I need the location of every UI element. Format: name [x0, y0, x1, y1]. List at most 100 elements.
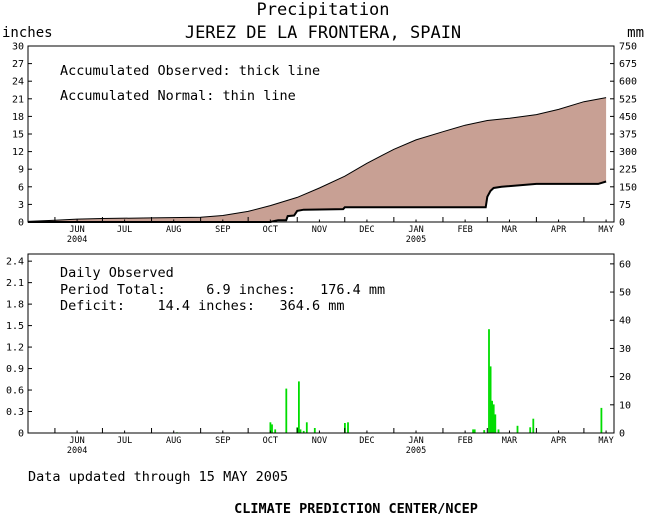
y-tick-label-left: 15: [12, 130, 24, 141]
x-month-label: NOV: [312, 225, 327, 235]
daily-bar: [494, 414, 497, 433]
daily-bar: [302, 430, 305, 433]
x-month-label: OCT: [263, 436, 278, 446]
x-month-label: SEP: [215, 436, 230, 446]
y-tick-label-right: 40: [619, 316, 631, 327]
daily-panel-frame: [27, 253, 615, 434]
daily-bar: [483, 430, 486, 433]
credit-line: CLIMATE PREDICTION CENTER/NCEP: [234, 501, 478, 517]
legend-normal: Accumulated Normal: thin line: [60, 88, 296, 104]
daily-observed-label: Daily Observed: [60, 265, 174, 281]
x-month-label: AUG: [166, 436, 181, 446]
x-year-label: 2004: [67, 446, 87, 456]
right-unit-label: mm: [627, 25, 644, 41]
x-month-label: MAR: [502, 436, 518, 446]
y-tick-label-left: 18: [12, 112, 24, 123]
daily-bar: [497, 429, 500, 433]
x-month-label: AUG: [166, 225, 181, 235]
y-tick-label-left: 0.3: [6, 407, 24, 418]
x-month-label: JUN: [69, 436, 84, 446]
y-tick-label-left: 1.8: [6, 300, 24, 311]
deficit-area: [28, 97, 607, 222]
x-month-label: DEC: [359, 225, 374, 235]
daily-bar: [269, 422, 272, 433]
x-month-label: FEB: [457, 436, 472, 446]
daily-bar: [491, 400, 493, 433]
y-tick-label-left: 9: [18, 165, 24, 176]
y-tick-label-right: 10: [619, 400, 631, 411]
period-total-label: Period Total: 6.9 inches: 176.4 mm: [60, 282, 385, 298]
daily-bar: [532, 418, 535, 433]
daily-bar: [516, 425, 519, 433]
x-month-label: JUL: [117, 436, 132, 446]
daily-bar: [473, 429, 476, 433]
y-tick-label-right: 0: [619, 218, 625, 229]
data-updated-note: Data updated through 15 MAY 2005: [28, 469, 288, 485]
x-month-label: NOV: [312, 436, 327, 446]
x-year-label: 2005: [406, 446, 426, 456]
y-tick-label-left: 3: [18, 200, 24, 211]
x-year-label: 2004: [67, 235, 87, 245]
x-month-label: MAY: [598, 436, 613, 446]
y-tick-label-right: 0: [619, 429, 625, 440]
daily-bar: [347, 422, 349, 433]
daily-bar: [529, 427, 532, 433]
x-month-label: JAN: [408, 225, 423, 235]
daily-bar: [271, 424, 273, 433]
y-tick-label-right: 50: [619, 288, 631, 299]
x-month-label: JAN: [408, 436, 423, 446]
daily-bar: [488, 329, 490, 433]
x-month-label: FEB: [457, 225, 472, 235]
y-tick-label-left: 0: [18, 218, 24, 229]
y-tick-label-left: 27: [12, 59, 24, 70]
y-tick-label-right: 150: [619, 182, 637, 193]
y-tick-label-right: 300: [619, 147, 637, 158]
chart-title: Precipitation: [256, 0, 389, 20]
y-tick-label-left: 0.9: [6, 364, 24, 375]
y-tick-label-right: 60: [619, 259, 631, 270]
y-tick-label-left: 2.4: [6, 257, 24, 268]
y-tick-label-left: 12: [12, 147, 24, 158]
accumulated-plot-area: [27, 97, 607, 223]
y-tick-label-right: 675: [619, 59, 637, 70]
y-tick-label-left: 1.2: [6, 343, 24, 354]
x-year-label: 2005: [406, 235, 426, 245]
x-month-label: DEC: [359, 436, 374, 446]
daily-bar: [313, 428, 316, 433]
x-month-label: JUN: [69, 225, 84, 235]
daily-bar: [299, 429, 302, 433]
y-tick-label-left: 2.1: [6, 278, 24, 289]
x-month-label: APR: [551, 225, 567, 235]
x-month-label: MAR: [502, 225, 518, 235]
y-tick-label-left: 24: [12, 77, 24, 88]
deficit-label: Deficit: 14.4 inches: 364.6 mm: [60, 298, 344, 314]
y-tick-label-right: 30: [619, 344, 631, 355]
left-unit-label: inches: [2, 25, 53, 41]
y-tick-label-right: 20: [619, 372, 631, 383]
x-month-label: APR: [551, 436, 567, 446]
accumulated-normal-line: [27, 97, 607, 222]
y-tick-label-right: 600: [619, 77, 637, 88]
daily-bar: [298, 381, 300, 433]
x-month-label: SEP: [215, 225, 230, 235]
y-tick-label-right: 750: [619, 42, 637, 53]
x-month-label: JUL: [117, 225, 132, 235]
y-tick-label-left: 6: [18, 182, 24, 193]
y-tick-label-right: 375: [619, 130, 637, 141]
daily-axes: 0 0.3 0.6 0.9 1.2 1.5 1.8 2.1 2.4 0 10 20 30 40 50 60 JU…: [6, 257, 631, 456]
y-tick-label-right: 525: [619, 94, 637, 105]
daily-bar: [492, 404, 495, 433]
daily-bar: [472, 429, 474, 433]
daily-bar: [285, 388, 288, 433]
x-month-label: MAY: [598, 225, 613, 235]
daily-bar: [489, 366, 492, 433]
daily-bar: [600, 407, 603, 433]
y-tick-label-right: 450: [619, 112, 637, 123]
x-month-label: OCT: [263, 225, 278, 235]
y-tick-label-left: 1.5: [6, 321, 24, 332]
y-tick-label-left: 0.6: [6, 386, 24, 397]
y-tick-label-left: 21: [12, 94, 24, 105]
daily-panel: 0 0.3 0.6 0.9 1.2 1.5 1.8 2.1 2.4 0 10 20 30 40 50 60 JU…: [6, 253, 631, 456]
